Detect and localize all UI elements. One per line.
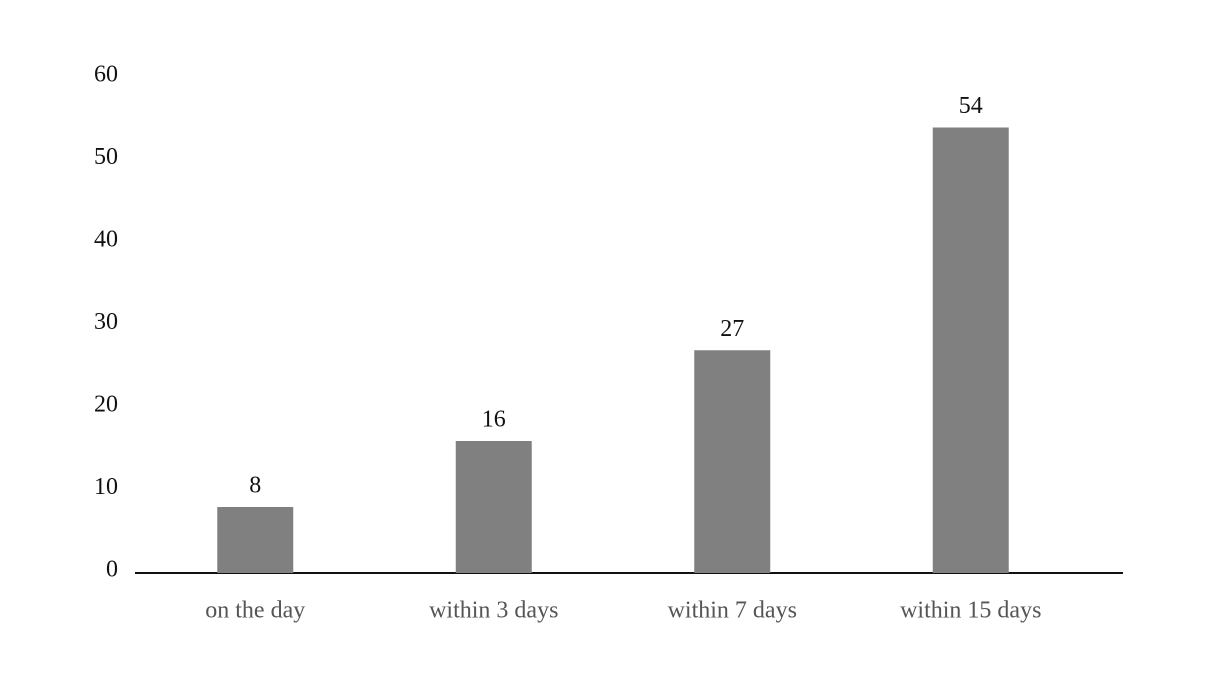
data-label: 54 — [959, 93, 983, 119]
data-label: 16 — [482, 407, 506, 433]
x-tick-label: within 3 days — [429, 598, 558, 624]
data-label: 8 — [249, 473, 261, 499]
bar — [694, 350, 771, 573]
y-tick-label: 30 — [94, 309, 118, 335]
x-tick-label: on the day — [205, 598, 305, 624]
y-tick-label: 60 — [94, 62, 118, 88]
y-tick-label: 40 — [94, 227, 118, 253]
bar — [217, 507, 294, 573]
y-tick-label: 20 — [94, 392, 118, 418]
y-tick-label: 50 — [94, 144, 118, 170]
bar — [932, 127, 1009, 573]
bar — [455, 441, 532, 573]
data-label: 27 — [720, 316, 744, 342]
y-tick-label: 0 — [106, 557, 118, 583]
x-tick-label: within 15 days — [900, 598, 1041, 624]
y-tick-label: 10 — [94, 474, 118, 500]
x-tick-label: within 7 days — [668, 598, 797, 624]
